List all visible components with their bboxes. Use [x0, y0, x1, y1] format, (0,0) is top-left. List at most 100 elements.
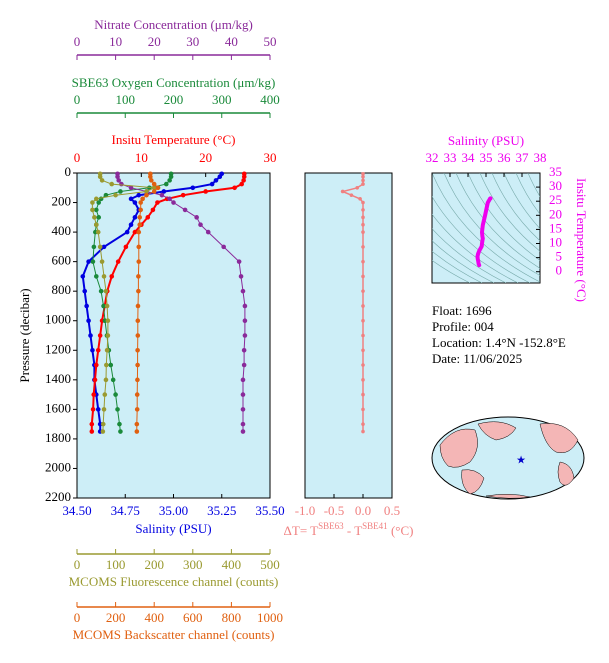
profile-point [102, 392, 108, 397]
y-tick-label: 600 [52, 253, 72, 268]
x-tick-label: 0.0 [355, 503, 371, 518]
profile-point [203, 189, 208, 194]
x-tick-label: 100 [106, 557, 126, 572]
profile-point [132, 215, 138, 220]
x-tick-label: 20 [199, 150, 212, 165]
profile-point [115, 259, 121, 264]
profile-point [136, 244, 142, 250]
y-tick-label: 0 [65, 164, 72, 179]
profile-point [104, 347, 110, 353]
profile-point [240, 377, 246, 383]
profile-point [86, 259, 91, 264]
profile-point [104, 303, 110, 309]
profile-point [82, 288, 88, 294]
profile-point [150, 207, 156, 213]
profile-point [149, 178, 154, 183]
profile-point [113, 192, 118, 198]
profile-point [151, 185, 157, 191]
profile-point [95, 407, 101, 412]
profile-point [97, 333, 103, 338]
axis-title: SBE63 Oxygen Concentration (μm/kg) [72, 75, 276, 90]
delta-point [358, 197, 362, 201]
profile-point [113, 392, 118, 397]
delta-point [361, 259, 365, 264]
profile-point [238, 274, 244, 279]
density-contour [527, 173, 540, 197]
density-contour [503, 173, 540, 230]
density-contour [432, 195, 531, 283]
profile-point [167, 178, 172, 183]
x-tick-label: 200 [144, 557, 164, 572]
profile-point [101, 244, 107, 250]
x-tick-label: 10 [109, 34, 122, 49]
profile-point [108, 362, 114, 368]
location-map: ★ [431, 416, 585, 500]
x-tick-label: 0 [74, 557, 81, 572]
profile-point [88, 333, 93, 338]
profile-point [148, 174, 153, 179]
profile-point [105, 333, 111, 338]
profile-point [137, 215, 143, 220]
info-block: Float: 1696 Profile: 004 Location: 1.4°N… [432, 303, 566, 366]
y-tick-label: 35 [549, 164, 562, 179]
profile-point [132, 229, 138, 235]
x-axis-title-part: - T [344, 523, 363, 538]
map-land [461, 469, 485, 495]
y-tick-label: 2200 [45, 489, 71, 504]
delta-point [361, 289, 365, 293]
density-contour [455, 173, 540, 269]
profile-point [137, 222, 143, 228]
profile-point [90, 259, 96, 264]
density-contour [515, 173, 540, 215]
profile-point [144, 189, 149, 194]
profile-point [119, 181, 124, 187]
profile-point [118, 429, 123, 434]
profile-point [241, 347, 247, 353]
delta-point [361, 333, 365, 338]
profile-point [109, 181, 115, 187]
profile-point [240, 392, 246, 397]
x-axis-title-part: SBE41 [362, 521, 388, 531]
profile-point [96, 200, 102, 205]
x-tick-label: 34 [462, 150, 476, 165]
profile-point [240, 429, 246, 434]
profile-point [140, 196, 145, 202]
delta-point [355, 185, 360, 190]
profile-point [97, 174, 103, 179]
map-land [557, 461, 575, 486]
profile-point [136, 259, 142, 264]
x-tick-label: 33 [444, 150, 457, 165]
x-tick-label: 1000 [257, 610, 283, 625]
profile-point [95, 229, 101, 235]
profile-point [138, 200, 143, 205]
x-tick-label: 36 [498, 150, 512, 165]
profile-point [159, 192, 165, 198]
profile-point [92, 377, 98, 383]
delta-point [361, 208, 365, 212]
x-tick-label: 32 [426, 150, 439, 165]
profile-point [209, 181, 215, 187]
delta-point [361, 178, 365, 183]
profile-point [240, 407, 246, 412]
profile-point [136, 288, 141, 294]
profile-point [97, 244, 103, 250]
x-tick-label: 300 [183, 557, 203, 572]
profile-point [221, 244, 226, 250]
profile-point [128, 185, 134, 191]
profile-point [94, 207, 99, 213]
profile-point [198, 222, 203, 228]
y-tick-label: 20 [549, 206, 562, 221]
profile-point [135, 377, 140, 383]
profile-point [168, 174, 174, 179]
profile-point [109, 274, 115, 279]
ts-y-title: Insitu Temperature (°C) [574, 178, 589, 302]
profile-point [217, 174, 223, 179]
x-tick-label: 35.50 [255, 503, 284, 518]
profile-point [239, 181, 244, 187]
map-land [477, 421, 517, 441]
profile-point [136, 274, 141, 279]
y-tick-label: 30 [549, 178, 562, 193]
profile-point [90, 407, 96, 412]
density-contour [432, 213, 519, 283]
